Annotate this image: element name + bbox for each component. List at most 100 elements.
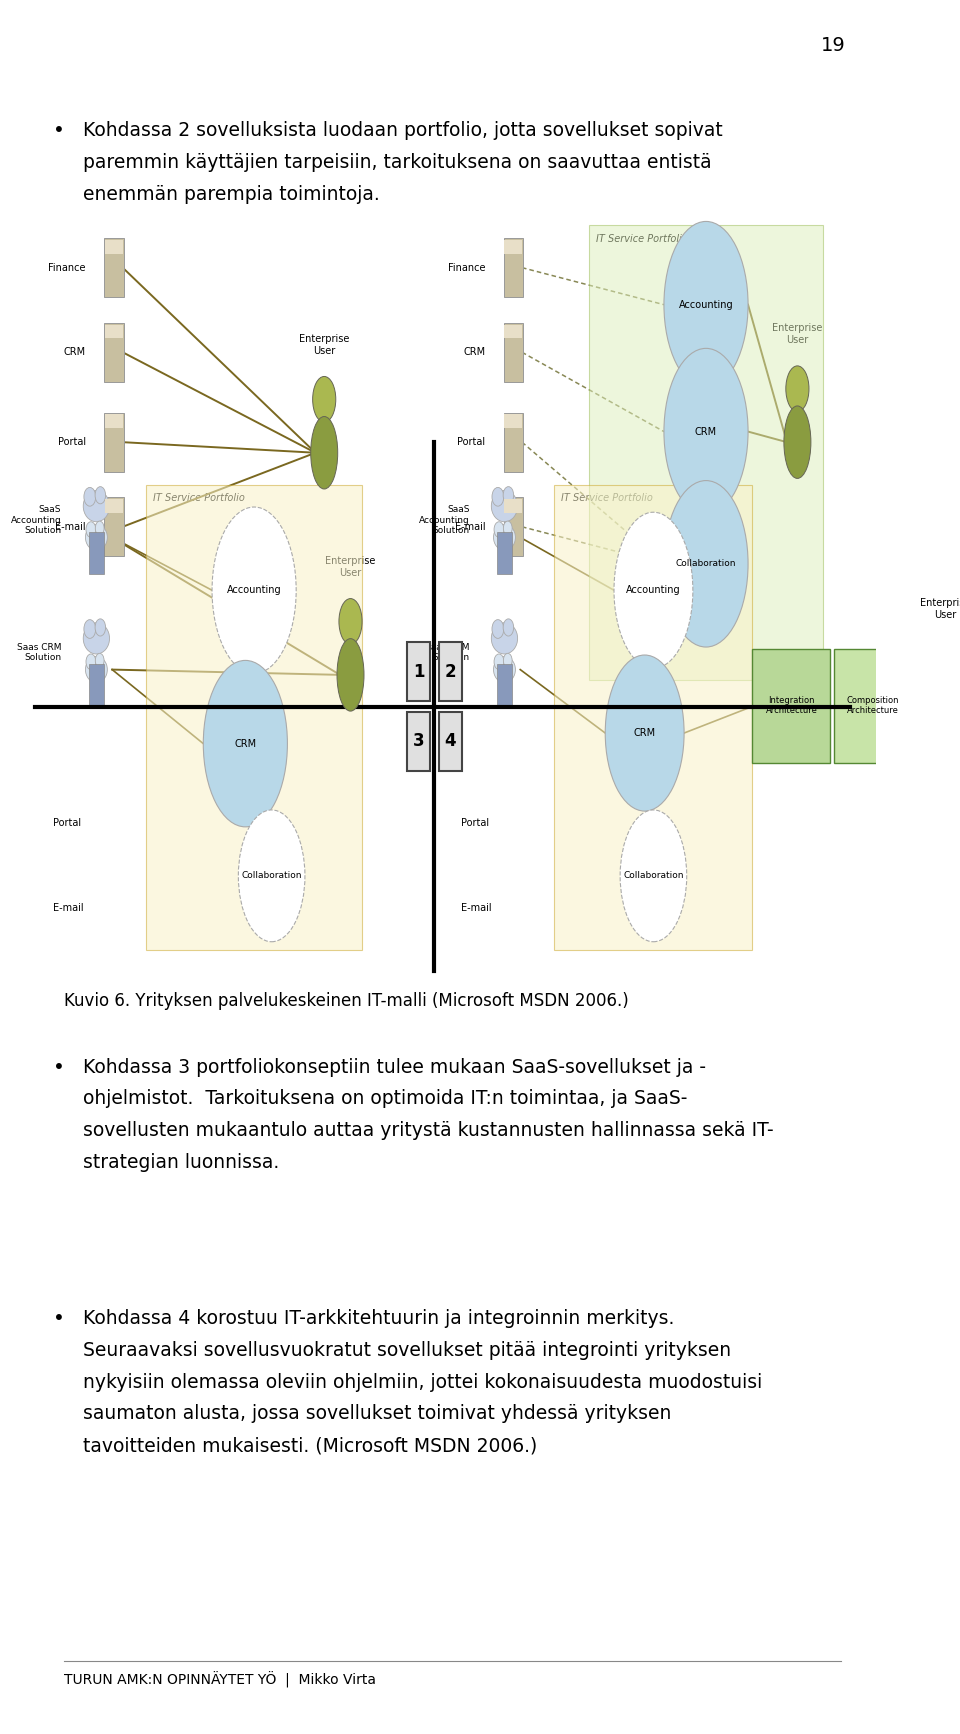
Text: Accounting: Accounting <box>626 586 681 595</box>
Text: •: • <box>54 121 65 140</box>
Text: Kohdassa 4 korostuu IT-arkkitehtuurin ja integroinnin merkitys.
Seuraavaksi sove: Kohdassa 4 korostuu IT-arkkitehtuurin ja… <box>84 1309 762 1455</box>
FancyBboxPatch shape <box>106 324 123 338</box>
Text: CRM: CRM <box>695 427 717 437</box>
Text: Portal: Portal <box>461 818 489 827</box>
Ellipse shape <box>95 522 104 536</box>
Text: CRM: CRM <box>463 347 485 357</box>
Text: •: • <box>54 1309 65 1328</box>
Text: 2: 2 <box>444 662 456 681</box>
Circle shape <box>212 506 297 673</box>
Text: E-mail: E-mail <box>56 522 85 532</box>
Ellipse shape <box>311 416 338 489</box>
Text: E-mail: E-mail <box>461 903 492 912</box>
Ellipse shape <box>493 657 516 683</box>
Text: IT Service Portfolio: IT Service Portfolio <box>562 492 654 503</box>
Text: SaaS
Accounting
Solution: SaaS Accounting Solution <box>419 505 469 534</box>
FancyBboxPatch shape <box>106 414 123 428</box>
FancyBboxPatch shape <box>439 713 462 772</box>
Text: 4: 4 <box>444 732 456 751</box>
Ellipse shape <box>85 524 108 550</box>
FancyBboxPatch shape <box>105 413 124 472</box>
Text: Accounting: Accounting <box>227 586 281 595</box>
FancyBboxPatch shape <box>105 238 124 297</box>
Text: 19: 19 <box>821 36 846 55</box>
Circle shape <box>664 349 748 515</box>
Text: Composition
Architecture: Composition Architecture <box>847 695 900 716</box>
Text: Enterprise
User: Enterprise User <box>920 598 960 619</box>
FancyBboxPatch shape <box>88 532 105 574</box>
Ellipse shape <box>933 675 957 739</box>
Ellipse shape <box>337 638 364 711</box>
Circle shape <box>935 638 956 680</box>
Text: Saas CRM
Solution: Saas CRM Solution <box>425 643 469 662</box>
Circle shape <box>664 222 748 388</box>
Text: CRM: CRM <box>63 347 85 357</box>
Text: E-mail: E-mail <box>454 522 485 532</box>
Ellipse shape <box>84 487 96 506</box>
FancyBboxPatch shape <box>555 484 753 950</box>
FancyBboxPatch shape <box>496 532 513 574</box>
Ellipse shape <box>86 654 96 669</box>
FancyBboxPatch shape <box>407 713 430 772</box>
Text: Accounting: Accounting <box>679 300 733 310</box>
Circle shape <box>238 810 305 942</box>
Ellipse shape <box>85 657 108 683</box>
FancyBboxPatch shape <box>504 499 522 513</box>
FancyBboxPatch shape <box>504 323 523 381</box>
Text: TURUN AMK:N OPINNÄYTET YÖ  |  Mikko Virta: TURUN AMK:N OPINNÄYTET YÖ | Mikko Virta <box>64 1672 376 1687</box>
Text: Kuvio 6. Yrityksen palvelukeskeinen IT-malli (Microsoft MSDN 2006.): Kuvio 6. Yrityksen palvelukeskeinen IT-m… <box>64 992 629 1009</box>
FancyBboxPatch shape <box>504 414 522 428</box>
Ellipse shape <box>494 522 504 538</box>
Text: E-mail: E-mail <box>53 903 84 912</box>
FancyBboxPatch shape <box>504 324 522 338</box>
Ellipse shape <box>84 491 109 522</box>
FancyBboxPatch shape <box>439 643 462 701</box>
FancyBboxPatch shape <box>753 649 830 763</box>
Circle shape <box>614 512 693 668</box>
Text: Kohdassa 2 sovelluksista luodaan portfolio, jotta sovellukset sopivat
paremmin k: Kohdassa 2 sovelluksista luodaan portfol… <box>84 121 723 205</box>
FancyBboxPatch shape <box>504 413 523 472</box>
Text: Portal: Portal <box>53 818 81 827</box>
Ellipse shape <box>493 524 516 550</box>
Text: IT Service Portfolio: IT Service Portfolio <box>596 234 688 244</box>
FancyBboxPatch shape <box>36 442 850 971</box>
Ellipse shape <box>503 619 514 636</box>
Ellipse shape <box>503 487 514 505</box>
FancyBboxPatch shape <box>504 239 522 253</box>
Ellipse shape <box>86 522 96 538</box>
Text: 3: 3 <box>413 732 424 751</box>
Text: Integration
Architecture: Integration Architecture <box>765 695 817 716</box>
FancyBboxPatch shape <box>407 643 430 701</box>
Circle shape <box>620 810 686 942</box>
FancyBboxPatch shape <box>834 649 912 763</box>
Text: Saas CRM
Solution: Saas CRM Solution <box>17 643 61 662</box>
Text: CRM: CRM <box>234 739 256 749</box>
Ellipse shape <box>95 619 106 636</box>
Circle shape <box>204 661 287 827</box>
Text: Enterprise
User: Enterprise User <box>299 335 349 355</box>
Text: IT Service Portfolio: IT Service Portfolio <box>154 492 245 503</box>
Ellipse shape <box>84 623 109 654</box>
Text: Kohdassa 3 portfoliokonseptiin tulee mukaan SaaS-sovellukset ja -
ohjelmistot.  : Kohdassa 3 portfoliokonseptiin tulee muk… <box>84 1058 774 1172</box>
Ellipse shape <box>494 654 504 669</box>
Ellipse shape <box>95 487 106 505</box>
Text: Collaboration: Collaboration <box>241 872 301 881</box>
Ellipse shape <box>84 619 96 638</box>
Circle shape <box>786 366 809 411</box>
Circle shape <box>664 480 748 647</box>
Circle shape <box>605 655 684 812</box>
FancyBboxPatch shape <box>106 239 123 253</box>
Text: Portal: Portal <box>58 437 85 447</box>
Text: •: • <box>54 1058 65 1077</box>
FancyBboxPatch shape <box>589 225 823 680</box>
Text: SaaS
Accounting
Solution: SaaS Accounting Solution <box>11 505 61 534</box>
Text: CRM: CRM <box>634 728 656 739</box>
FancyBboxPatch shape <box>496 664 513 706</box>
Text: Enterprise
User: Enterprise User <box>772 324 823 345</box>
Circle shape <box>313 376 336 423</box>
FancyBboxPatch shape <box>504 498 523 557</box>
Text: 1: 1 <box>413 662 424 681</box>
Text: Finance: Finance <box>447 262 485 272</box>
Text: Finance: Finance <box>48 262 85 272</box>
FancyBboxPatch shape <box>105 323 124 381</box>
